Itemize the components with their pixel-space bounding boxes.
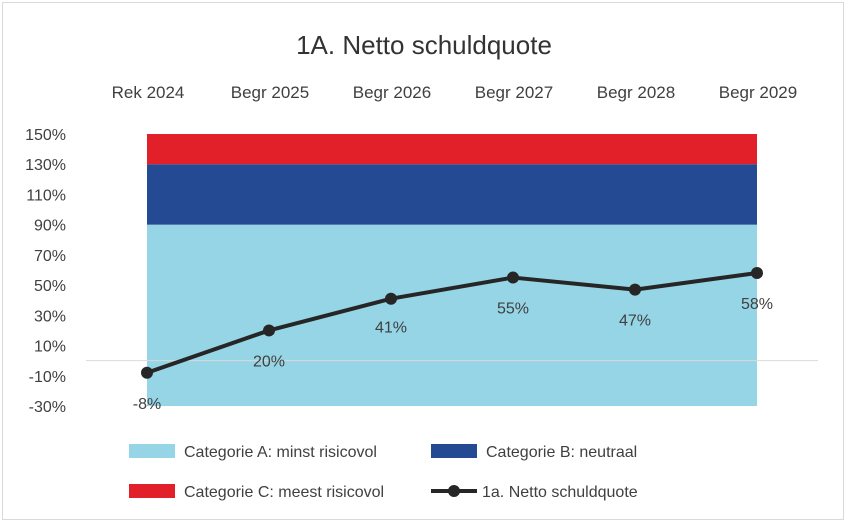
category-label: Begr 2029 [719,83,797,102]
series-line-group: -8% 20% 41% 55% 47% 58% [133,267,773,413]
y-tick-label: -30% [29,399,66,416]
y-tick-label: 130% [25,157,66,174]
legend-swatch [129,484,175,498]
data-point [507,271,519,284]
category-label: Begr 2026 [353,83,431,102]
legend-label: 1a. Netto schuldquote [482,484,638,501]
category-label: Begr 2025 [231,83,309,102]
legend-label: Categorie C: meest risicovol [184,484,384,501]
legend-swatch [129,444,175,458]
band-3 [147,134,757,165]
y-tick-label: -10% [29,369,66,386]
band-1 [147,224,757,406]
category-axis-labels: Rek 2024 Begr 2025 Begr 2026 Begr 2027 Begr … [112,83,798,102]
y-tick-label: 90% [34,218,66,235]
data-point [751,267,763,280]
y-tick-label: 110% [26,187,66,204]
chart-title: 1A. Netto schuldquote [296,30,552,60]
data-label: -8% [133,396,161,413]
data-point [629,283,641,296]
data-label: 55% [497,301,529,318]
category-label: Rek 2024 [112,83,185,102]
legend: Categorie A: minst risicovol Categorie B:… [129,444,638,501]
risk-bands [147,134,757,406]
data-label: 20% [253,353,285,370]
y-axis-tick-labels: 150% 130% 110% 90% 70% 50% 30% 10% -10% -30% [25,127,66,416]
category-label: Begr 2027 [475,83,553,102]
category-label: Begr 2028 [597,83,675,102]
data-label: 58% [741,296,773,313]
series-line [146,271,758,375]
data-point [141,366,153,379]
y-tick-label: 150% [25,127,66,144]
y-tick-label: 30% [34,308,66,325]
data-point [385,292,397,305]
data-label: 41% [375,320,407,337]
data-label: 47% [619,313,651,330]
y-tick-label: 50% [34,278,66,295]
legend-swatch [431,444,477,458]
legend-marker [448,485,460,497]
data-point [263,324,275,337]
legend-label: Categorie B: neutraal [486,444,637,461]
legend-label: Categorie A: minst risicovol [184,444,377,461]
y-tick-label: 10% [34,339,66,356]
band-2 [147,164,757,225]
y-tick-label: 70% [34,248,66,265]
